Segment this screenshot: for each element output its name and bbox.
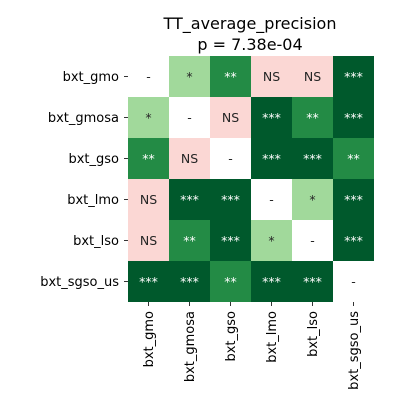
heatmap-cell: [169, 97, 210, 138]
heatmap-cell-label: -: [310, 233, 315, 248]
heatmap-cell: [128, 179, 169, 220]
heatmap-cell-label: ***: [344, 233, 363, 248]
heatmap-cell: [210, 220, 251, 261]
heatmap-cell-label: ***: [344, 69, 363, 84]
x-tick-label: bxt_gmosa: [183, 311, 198, 382]
heatmap-cell: [251, 220, 292, 261]
x-tick-label: bxt_lmo: [265, 311, 280, 363]
heatmap-cell-label: *: [186, 69, 192, 84]
heatmap-cell-label: NS: [263, 69, 280, 84]
heatmap-cell-label: *: [268, 233, 274, 248]
heatmap-cell-label: ***: [262, 110, 281, 125]
heatmap-cell: [292, 220, 333, 261]
heatmap-cell-label: ***: [262, 274, 281, 289]
y-tick-label: bxt_gmo: [63, 70, 119, 85]
heatmap-cell: [169, 138, 210, 179]
heatmap-cell: [210, 261, 251, 302]
chart-title-line-1: TT_average_precision: [163, 14, 337, 34]
heatmap-cell-label: **: [224, 274, 237, 289]
heatmap-cell-label: ***: [221, 192, 240, 207]
heatmap-cell-label: NS: [140, 233, 157, 248]
heatmap-cell: [292, 179, 333, 220]
heatmap-cell-label: ***: [344, 110, 363, 125]
heatmap-cell: [128, 56, 169, 97]
heatmap-cell: [292, 97, 333, 138]
heatmap-cell: [210, 138, 251, 179]
heatmap-cell: [210, 179, 251, 220]
heatmap-cell: [169, 261, 210, 302]
heatmap-cell-label: ***: [303, 151, 322, 166]
heatmap-cell-label: ***: [262, 151, 281, 166]
y-tick-label: bxt_lso: [73, 234, 119, 249]
heatmap-cell-label: -: [187, 110, 192, 125]
heatmap-cell: [333, 261, 374, 302]
heatmap-cell: [169, 179, 210, 220]
heatmap-cell-label: -: [146, 69, 151, 84]
heatmap-cell-label: **: [306, 110, 319, 125]
heatmap-cell: [292, 56, 333, 97]
heatmap-cell: [333, 56, 374, 97]
heatmap-cell-label: **: [347, 151, 360, 166]
heatmap-cell: [251, 261, 292, 302]
heatmap-cell-label: NS: [304, 69, 321, 84]
heatmap-cell: [251, 97, 292, 138]
heatmap-cell: [251, 138, 292, 179]
heatmap-cell: [169, 220, 210, 261]
heatmap-cell: [128, 138, 169, 179]
heatmap-cell-label: ***: [180, 274, 199, 289]
heatmap-cell: [333, 220, 374, 261]
heatmap-cell: [128, 220, 169, 261]
heatmap-cell: [169, 56, 210, 97]
heatmap-cell-label: NS: [222, 110, 239, 125]
heatmap-cell: [292, 138, 333, 179]
heatmap-cell: [210, 56, 251, 97]
y-tick-label: bxt_gso: [68, 152, 119, 167]
heatmap-cell: [333, 97, 374, 138]
heatmap-cell-label: -: [351, 274, 356, 289]
heatmap-cell-label: **: [224, 69, 237, 84]
heatmap-cell-label: ***: [139, 274, 158, 289]
heatmap-cell-label: *: [145, 110, 151, 125]
y-tick-label: bxt_sgso_us: [40, 275, 119, 290]
heatmap-cell: [251, 179, 292, 220]
heatmap-cell: [251, 56, 292, 97]
heatmap-cell-label: **: [183, 233, 196, 248]
heatmap-cell: [128, 97, 169, 138]
heatmap-cell-label: ***: [180, 192, 199, 207]
heatmap-cell: [292, 261, 333, 302]
x-tick-label: bxt_sgso_us: [347, 311, 362, 390]
heatmap-cell-label: NS: [140, 192, 157, 207]
x-tick-label: bxt_gso: [224, 311, 239, 362]
heatmap-cell-label: **: [142, 151, 155, 166]
y-tick-label: bxt_gmosa: [48, 111, 119, 126]
heatmap-cell-label: -: [269, 192, 274, 207]
heatmap-cell: [210, 97, 251, 138]
x-tick-label: bxt_lso: [306, 311, 321, 357]
heatmap-cell: [333, 179, 374, 220]
heatmap-cell: [333, 138, 374, 179]
y-tick-label: bxt_lmo: [67, 193, 119, 208]
heatmap-ticks: bxt_gmobxt_gmosabxt_gsobxt_lmobxt_lsobxt…: [40, 70, 362, 390]
heatmap-cell-label: NS: [181, 151, 198, 166]
heatmap-cell-label: *: [309, 192, 315, 207]
heatmap-cells: - * ** NS NS **** - NS *** ** ***** NS - *** *** **NS **…: [128, 56, 374, 302]
x-tick-label: bxt_gmo: [142, 311, 157, 367]
heatmap-cell: [128, 261, 169, 302]
heatmap-cell-label: ***: [344, 192, 363, 207]
heatmap-cell-label: ***: [221, 233, 240, 248]
chart-title-line-2: p = 7.38e-04: [197, 35, 302, 54]
heatmap-cell-label: ***: [303, 274, 322, 289]
heatmap-cell-label: -: [228, 151, 233, 166]
